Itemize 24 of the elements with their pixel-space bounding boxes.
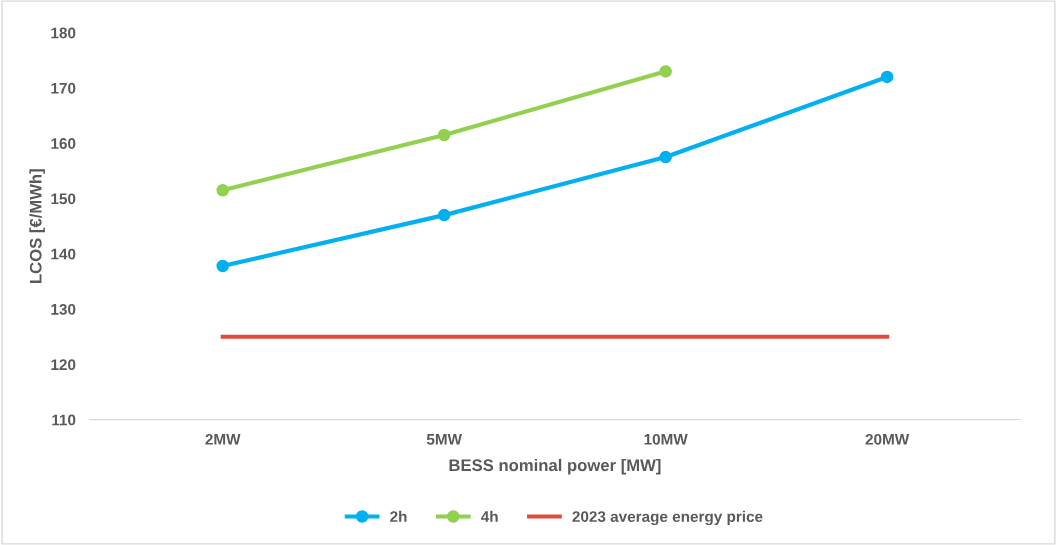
y-tick-label: 130	[51, 303, 76, 315]
x-tick-label: 2MW	[205, 433, 241, 445]
point	[437, 208, 451, 222]
point	[659, 65, 672, 78]
x-tick-label: 20MW	[865, 433, 910, 445]
point	[216, 259, 229, 273]
y-tick-label: 110	[52, 414, 76, 426]
point	[880, 70, 894, 84]
x-tick-label: 10MW	[644, 433, 688, 445]
legend-label: 4h	[481, 510, 498, 522]
legend-label: 2023 average energy price	[572, 510, 763, 526]
y-tick-label: 160	[51, 138, 76, 149]
y-tick-label: 180	[51, 27, 76, 39]
x-tick-label: 5MW	[426, 434, 462, 445]
y-tick-label: 120	[51, 359, 76, 371]
point	[659, 150, 672, 164]
legend-label: 2h	[390, 510, 407, 522]
x-axis-title: BESS nominal power [MW]	[449, 458, 661, 475]
y-axis-title: LCOS [€/MWh]	[29, 169, 45, 283]
point	[437, 128, 451, 142]
point	[216, 183, 229, 197]
y-tick-label: 140	[51, 248, 76, 260]
y-tick-label: 170	[51, 82, 76, 94]
y-tick-label: 150	[51, 193, 76, 205]
